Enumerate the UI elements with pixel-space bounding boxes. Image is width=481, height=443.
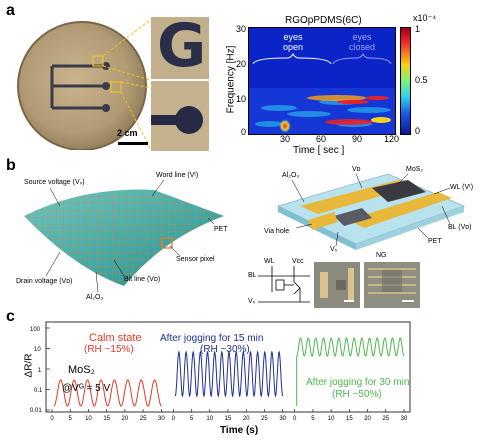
circuit-label-vs: Vₛ — [248, 298, 256, 305]
chart-c-xtick-label: 30 — [401, 416, 408, 422]
colorbar-tick-1: 1 — [415, 24, 421, 34]
chart-c-ytick-001: 0.01 — [30, 408, 42, 414]
colorbar-exponent: x10⁻⁴ — [413, 13, 437, 23]
label-al2o3-sheet: Al₂O₃ — [86, 294, 104, 301]
chart-c-xtick-label: 10 — [328, 416, 335, 422]
pixel-circuit: WL Vᴄᴄ BL Vₛ — [248, 258, 310, 310]
device-graphic — [276, 173, 466, 250]
chart-c-xtick-label: 25 — [261, 416, 268, 422]
chart-c-xtick-label: 30 — [279, 416, 286, 422]
zoom-inset-pad — [150, 80, 210, 152]
chart-c-xtick-label: 20 — [122, 416, 129, 422]
micrograph-array — [364, 262, 420, 308]
sensor-photo-graphic — [17, 19, 151, 151]
circuit-label-wl: WL — [264, 258, 275, 265]
micrograph-single — [314, 262, 360, 308]
chart-c-xtick-label: 25 — [140, 416, 147, 422]
device-illustration: Al₂O₃ Vᴅ MoS₂ WL (Vᵗ) BL (Vᴅ) Via hole P… — [238, 166, 478, 260]
zoom-letter-g: G — [157, 16, 207, 80]
segment-15min-name: After jogging for 15 min — [160, 333, 264, 344]
annotation-eyes-closed: eyes closed — [349, 32, 376, 52]
chart-c-xtick-label: 20 — [364, 416, 371, 422]
chart-c-ytick-01: 0.1 — [34, 388, 43, 394]
chart-c-xtick-label: 20 — [243, 416, 250, 422]
spectrogram-xlabel: Time [ sec ] — [293, 145, 345, 156]
chart-c-xtick-label: 30 — [158, 416, 165, 422]
chart-c-xtick-label: 5 — [69, 416, 73, 422]
panel-label-c: c — [6, 308, 15, 325]
chart-c-xtick-label: 10 — [85, 416, 92, 422]
chart-c-xtick-label: 0 — [293, 416, 297, 422]
device-label-pet: PET — [428, 238, 442, 245]
chart-c-xlabel: Time (s) — [220, 425, 259, 436]
sensor-sheet-graphic — [24, 179, 224, 293]
chart-c-material: MoS₂ — [68, 364, 95, 376]
chart-c-xtick-label: 25 — [382, 416, 389, 422]
device-label-ng: NG — [376, 252, 387, 259]
device-label-via-hole: Via hole — [264, 228, 290, 235]
label-bit-line: Bit line (Vᴅ) — [124, 276, 161, 283]
label-sensor-pixel: Sensor pixel — [176, 256, 215, 263]
chart-c-xtick-label: 15 — [346, 416, 353, 422]
spectrogram-ylabel: Frequency [Hz] — [225, 45, 237, 114]
micrograph-array-graphic — [368, 268, 416, 302]
spectrogram-ytick-20: 20 — [236, 59, 247, 69]
spectrogram-heatmap — [249, 52, 395, 134]
device-label-al2o3: Al₂O₃ — [282, 172, 300, 179]
chart-c-xtick-label: 0 — [50, 416, 54, 422]
chart-c-ylabel: ΔR/R — [23, 353, 35, 378]
annotation-eyes-open: eyes open — [283, 32, 304, 52]
circuit-label-vcc: Vᴄᴄ — [292, 258, 304, 265]
chart-c-xtick-label: 15 — [103, 416, 110, 422]
zoom-inset-letter: G — [150, 16, 210, 80]
segment-15min-condition: (RH ~30%) — [200, 344, 250, 355]
label-pet-sheet: PET — [214, 226, 228, 233]
spectrogram-ytick-0: 0 — [241, 127, 247, 137]
colorbar-tick-05: 0.5 — [415, 75, 428, 85]
panel-label-a: a — [6, 2, 15, 19]
spectrogram-title: RGOpPDMS(6C) — [285, 15, 362, 26]
spectrogram-xtick-120: 120 — [384, 134, 400, 144]
label-drain-voltage: Drain voltage (Vᴅ) — [16, 278, 73, 285]
chart-c-trace-1 — [174, 350, 284, 398]
sensor-photo: 2 cm — [14, 16, 164, 151]
spectrogram-ytick-10: 10 — [236, 94, 247, 104]
spectrogram-plot: eyes open eyes closed — [248, 27, 396, 135]
device-label-vd: Vᴅ — [352, 166, 361, 173]
segment-calm-name: Calm state — [89, 332, 142, 344]
spectrogram-ytick-30: 30 — [236, 24, 247, 34]
chart-c-xtick-label: 15 — [225, 416, 232, 422]
chart-c-ytick-10: 10 — [34, 347, 41, 353]
segment-30min-name: After jogging for 30 min — [306, 377, 410, 388]
pixel-circuit-graphic — [258, 266, 310, 303]
chart-c-ytick-100: 100 — [30, 327, 41, 333]
chart-c-ytick-1: 1 — [38, 368, 42, 374]
device-label-bl: BL (Vᴅ) — [448, 224, 472, 231]
segment-calm-condition: (RH ~15%) — [84, 344, 134, 355]
label-word-line: Word line (Vᵗ) — [156, 172, 199, 179]
spectrogram-xtick-60: 60 — [316, 134, 327, 144]
spectrogram-xtick-30: 30 — [280, 134, 291, 144]
colorbar-tick-0: 0 — [415, 126, 421, 136]
chart-c-xtick-label: 10 — [206, 416, 213, 422]
circuit-label-bl: BL — [248, 272, 257, 279]
panel-label-b: b — [6, 157, 16, 174]
micrograph-single-graphic — [320, 268, 354, 302]
spectrogram-xtick-90: 90 — [352, 134, 363, 144]
device-label-wl: WL (Vᵗ) — [450, 184, 474, 191]
colorbar — [400, 27, 411, 135]
device-label-vs: Vₛ — [330, 246, 338, 253]
chart-c-xtick-label: 5 — [190, 416, 194, 422]
chart-c-xtick-label: 0 — [172, 416, 176, 422]
scale-bar-label: 2 cm — [117, 128, 138, 138]
label-source-voltage: Source voltage (Vₛ) — [24, 179, 85, 186]
device-label-mos2: MoS₂ — [406, 166, 424, 173]
chart-c-xtick-label: 5 — [311, 416, 315, 422]
zoom-pad-graphic — [151, 106, 203, 134]
chart-c-gate: @Vᴳ = 5 V — [62, 383, 111, 394]
sensor-sheet-illustration: Source voltage (Vₛ) Word line (Vᵗ) PET S… — [14, 168, 234, 306]
segment-30min-condition: (RH ~50%) — [332, 389, 382, 400]
